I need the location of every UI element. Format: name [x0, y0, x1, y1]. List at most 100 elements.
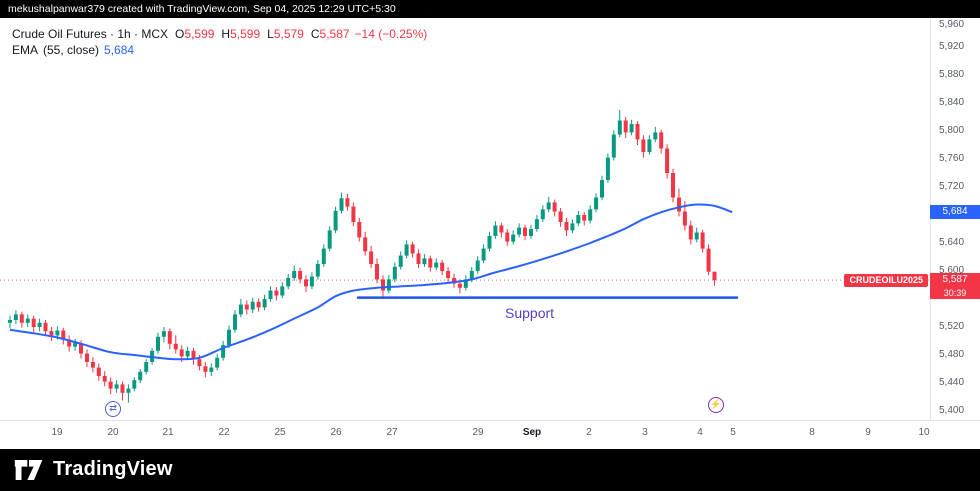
candle-body	[321, 248, 326, 264]
candle-body	[233, 314, 237, 330]
time-axis-label: 9	[865, 427, 871, 438]
support-annotation-label[interactable]: Support	[505, 305, 555, 321]
candle-body	[712, 271, 717, 281]
candle-body	[55, 330, 60, 336]
open-label: O	[175, 27, 185, 41]
candle-body	[274, 290, 279, 296]
time-axis-label: 3	[642, 427, 648, 438]
time-axis-label: 2	[586, 427, 592, 438]
candle-body	[446, 271, 451, 278]
candle-body	[369, 251, 374, 264]
candle-body	[546, 202, 551, 210]
indicator-params: (55, close)	[43, 43, 100, 57]
tradingview-brand-name[interactable]: TradingView	[53, 458, 173, 480]
ema-value-badge: 5,684	[930, 205, 980, 220]
candle-body	[605, 157, 610, 180]
candle-body	[108, 381, 113, 389]
candle-body	[309, 276, 314, 287]
lightning-icon[interactable]: ⚡	[708, 397, 724, 413]
time-axis-label: 19	[51, 427, 63, 438]
bar-countdown-badge: 30:39	[930, 287, 980, 300]
close-label: C	[310, 27, 320, 41]
candle-body	[457, 283, 462, 288]
chart-region[interactable]: Crude Oil Futures · 1h · MCX O5,599 H5,5…	[0, 18, 980, 449]
candle-body	[238, 304, 243, 315]
candle-body	[534, 219, 539, 229]
candle-body	[434, 262, 439, 268]
candle-body	[635, 124, 640, 140]
ema-line	[9, 203, 733, 361]
candle-body	[570, 223, 575, 231]
candle-body	[49, 331, 54, 336]
candle-body	[481, 248, 486, 261]
candle-body	[120, 384, 125, 393]
indicator-legend-row[interactable]: EMA (55, close) 5,684	[12, 42, 427, 58]
candle-body	[641, 139, 646, 152]
candle-body	[600, 180, 604, 198]
high-label: H	[221, 27, 231, 41]
footer-bar: TradingView	[0, 448, 980, 491]
candle-body	[179, 349, 184, 357]
time-axis-label: 22	[218, 427, 230, 438]
candle-body	[582, 215, 587, 221]
candle-body	[197, 359, 202, 367]
price-axis-label: 5,720	[939, 181, 965, 192]
time-axis-label: Sep	[522, 427, 542, 438]
candle-body	[19, 314, 24, 323]
candle-body	[292, 271, 297, 278]
candle-body	[43, 322, 48, 332]
price-axis-label: 5,640	[939, 237, 965, 248]
candle-body	[286, 278, 291, 287]
candle-body	[422, 258, 427, 264]
time-axis-label: 10	[918, 427, 930, 438]
candle-body	[25, 318, 30, 323]
time-axis[interactable]: 19 20 21 22 25 26 27 29 Sep 2 3 4 5 8 9 10	[0, 420, 980, 449]
low-label: L	[267, 27, 274, 41]
candle-body	[256, 301, 261, 308]
low-value: 5,579	[273, 27, 304, 41]
time-axis-label: 25	[274, 427, 286, 438]
candle-body	[677, 197, 681, 212]
candle-body	[37, 322, 42, 327]
candle-body	[386, 279, 391, 291]
candle-body	[647, 139, 652, 152]
open-value: 5,599	[184, 27, 215, 41]
attribution-bar: mekushalpanwar379 created with TradingVi…	[0, 0, 980, 18]
candle-body	[67, 339, 72, 347]
swap-arrows-icon[interactable]: ⇄	[105, 401, 121, 417]
candle-body	[659, 132, 664, 149]
candle-body	[475, 260, 480, 271]
price-axis-label: 5,840	[939, 97, 965, 108]
candle-body	[505, 232, 510, 242]
candle-body	[209, 367, 214, 372]
price-axis-label: 5,800	[939, 125, 965, 136]
time-axis-label: 4	[697, 427, 703, 438]
price-axis-label: 5,920	[939, 41, 965, 52]
candle-body	[156, 336, 160, 351]
candle-body	[203, 366, 208, 372]
time-axis-label: 29	[472, 427, 484, 438]
symbol-legend-row[interactable]: Crude Oil Futures · 1h · MCX O5,599 H5,5…	[12, 26, 427, 42]
indicator-name: EMA	[12, 43, 39, 57]
close-value: 5,587	[319, 27, 350, 41]
candle-body	[428, 258, 433, 268]
candle-body	[487, 236, 492, 249]
candle-body	[73, 343, 78, 347]
candle-body	[653, 132, 658, 140]
candle-body	[499, 225, 504, 233]
price-chart-canvas[interactable]	[0, 18, 930, 420]
candle-body	[552, 202, 557, 212]
price-axis-label: 5,520	[939, 321, 965, 332]
candle-body	[61, 330, 66, 340]
candle-body	[588, 209, 593, 221]
candle-body	[262, 299, 267, 308]
candle-body	[706, 248, 711, 272]
time-axis-label: 20	[107, 427, 119, 438]
last-price-badge: 5,587	[930, 273, 980, 288]
time-axis-label: 5	[730, 427, 736, 438]
candle-body	[167, 331, 172, 344]
candle-body	[13, 314, 18, 320]
time-axis-label: 8	[809, 427, 815, 438]
candle-body	[529, 229, 533, 236]
candle-body	[31, 318, 36, 327]
